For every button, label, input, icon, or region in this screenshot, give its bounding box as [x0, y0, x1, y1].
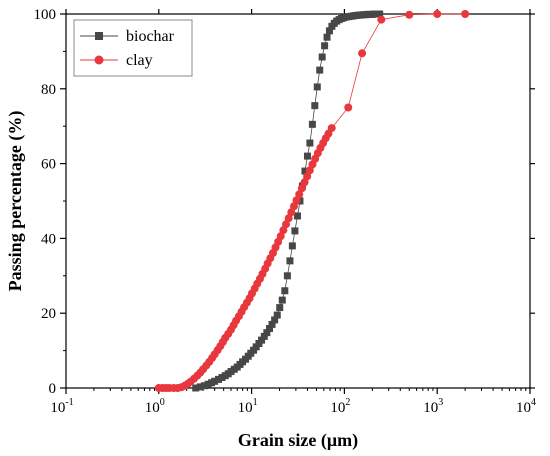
- biochar-point: [286, 257, 294, 265]
- y-axis-title: Passing percentage (%): [5, 111, 26, 292]
- legend-label: biochar: [126, 28, 175, 45]
- clay-point: [300, 178, 309, 187]
- biochar-point: [316, 66, 324, 74]
- x-tick-base: 10: [423, 400, 438, 416]
- legend: biochar clay: [73, 19, 193, 77]
- clay-point: [327, 124, 336, 133]
- x-tick-label: 104: [516, 397, 536, 416]
- y-tick-label: 100: [34, 7, 57, 23]
- biochar-point: [303, 152, 311, 160]
- y-tick-label: 40: [41, 231, 56, 247]
- clay-point: [461, 10, 470, 18]
- biochar-point: [258, 336, 266, 344]
- x-tick-exponent: 1: [253, 397, 258, 408]
- biochar-point: [376, 10, 384, 18]
- biochar-point: [313, 83, 321, 91]
- biochar-point: [266, 325, 274, 333]
- x-tick-base: 10: [516, 400, 531, 416]
- clay-line: [158, 13, 466, 389]
- x-tick-base: 10: [145, 400, 160, 416]
- x-tick-label: 10-1: [50, 397, 73, 416]
- biochar-point: [293, 212, 301, 220]
- y-tick-label: 0: [49, 381, 57, 397]
- biochar-point: [291, 227, 299, 235]
- x-tick-base: 10: [238, 400, 253, 416]
- legend-item-biochar: biochar: [80, 28, 175, 45]
- x-tick-label: 100: [145, 397, 165, 416]
- clay-point: [284, 214, 293, 223]
- biochar-point: [288, 242, 296, 250]
- biochar-point: [301, 167, 309, 175]
- legend-item-clay: clay: [80, 52, 153, 69]
- biochar-point: [306, 139, 314, 147]
- clay-point: [295, 190, 304, 199]
- clay-point: [297, 184, 306, 193]
- y-tick-label: 60: [41, 157, 56, 173]
- clay-point: [282, 220, 291, 229]
- x-tick-exponent: 2: [345, 397, 350, 408]
- biochar-point: [215, 375, 223, 383]
- y-tick-label: 20: [41, 306, 56, 322]
- clay-point: [276, 232, 285, 241]
- biochar-point: [268, 320, 276, 328]
- clay-point: [287, 208, 296, 217]
- clay-point: [405, 10, 414, 19]
- biochar-point: [276, 304, 284, 312]
- biochar-point: [260, 332, 268, 340]
- biochar-point: [308, 120, 316, 128]
- biochar-point: [321, 42, 329, 50]
- x-tick-base: 10: [330, 400, 345, 416]
- legend-label: clay: [126, 52, 153, 69]
- series-clay: [154, 10, 470, 392]
- series-layer: [154, 10, 470, 392]
- clay-point: [358, 49, 367, 58]
- clay-point: [433, 10, 442, 18]
- biochar-point: [325, 27, 333, 35]
- biochar-point: [283, 272, 291, 280]
- x-tick-exponent: -1: [65, 397, 73, 408]
- x-tick-exponent: 0: [160, 397, 165, 408]
- biochar-point: [211, 377, 219, 385]
- clay-point: [292, 196, 301, 205]
- biochar-line: [195, 13, 380, 389]
- x-tick-exponent: 4: [531, 397, 536, 408]
- legend-box: [73, 19, 193, 77]
- x-tick-label: 102: [330, 397, 350, 416]
- biochar-point: [200, 382, 208, 390]
- clay-point: [305, 166, 314, 175]
- biochar-point: [263, 329, 271, 337]
- clay-point: [303, 172, 312, 181]
- biochar-point: [281, 287, 289, 295]
- x-tick-base: 10: [50, 400, 65, 416]
- biochar-point: [196, 383, 204, 391]
- y-tick-label: 80: [41, 82, 56, 98]
- legend-marker: [94, 55, 104, 65]
- biochar-point: [271, 316, 279, 324]
- series-biochar: [192, 10, 384, 392]
- biochar-point: [192, 384, 200, 392]
- biochar-point: [318, 53, 326, 61]
- clay-point: [377, 15, 386, 24]
- clay-point: [289, 202, 298, 211]
- x-axis-title: Grain size (μm): [238, 430, 358, 451]
- clay-point: [279, 226, 288, 235]
- x-tick-label: 101: [238, 397, 258, 416]
- biochar-point: [273, 311, 281, 319]
- x-tick-label: 103: [423, 397, 443, 416]
- biochar-point: [323, 33, 331, 41]
- clay-point: [344, 103, 353, 112]
- biochar-point: [311, 102, 319, 110]
- x-tick-exponent: 3: [438, 397, 443, 408]
- biochar-point: [278, 296, 286, 304]
- legend-marker: [95, 32, 103, 40]
